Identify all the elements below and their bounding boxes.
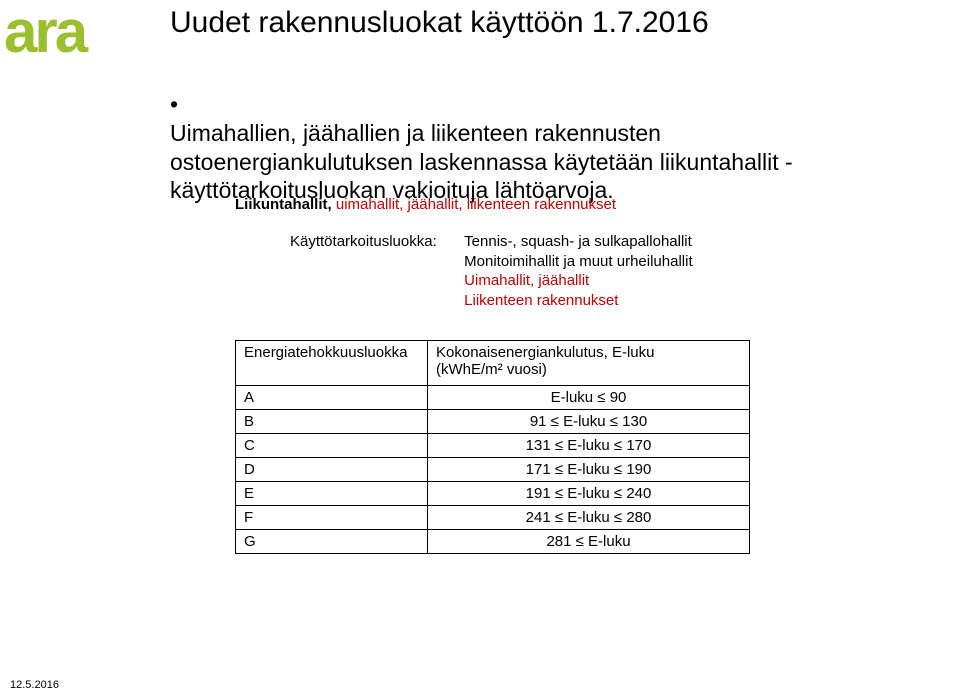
table-row: A E-luku ≤ 90 [236, 386, 750, 410]
usage-line-0: Tennis-, squash- ja sulkapallohallit [464, 232, 692, 252]
energy-table-wrap: Energiatehokkuusluokka Kokonaisenergiank… [235, 340, 750, 554]
cell-class-E: E [236, 482, 428, 506]
cell-range-A: E-luku ≤ 90 [428, 386, 750, 410]
usage-label: Käyttötarkoitusluokka: [290, 232, 460, 252]
header-col1: Energiatehokkuusluokka [236, 341, 428, 386]
cell-range-C: 131 ≤ E-luku ≤ 170 [428, 434, 750, 458]
cell-class-C: C [236, 434, 428, 458]
header-col2-line2: (kWhE/m² vuosi) [436, 361, 547, 378]
header-col2-line1: Kokonaisenergiankulutus, E-luku [436, 344, 654, 361]
cell-range-D: 171 ≤ E-luku ≤ 190 [428, 458, 750, 482]
usage-class-block: Käyttötarkoitusluokka: Tennis-, squash- … [290, 232, 693, 310]
table-row: G 281 ≤ E-luku [236, 530, 750, 554]
cell-class-A: A [236, 386, 428, 410]
cell-range-G: 281 ≤ E-luku [428, 530, 750, 554]
cell-class-D: D [236, 458, 428, 482]
usage-line-2: Uimahallit, jäähallit [464, 271, 589, 291]
cell-range-E: 191 ≤ E-luku ≤ 240 [428, 482, 750, 506]
usage-line-3: Liikenteen rakennukset [464, 291, 618, 311]
footer-date: 12.5.2016 [10, 679, 59, 691]
cell-class-B: B [236, 410, 428, 434]
table-row: D 171 ≤ E-luku ≤ 190 [236, 458, 750, 482]
cell-range-F: 241 ≤ E-luku ≤ 280 [428, 506, 750, 530]
table-row: E 191 ≤ E-luku ≤ 240 [236, 482, 750, 506]
cell-class-G: G [236, 530, 428, 554]
table-header-row: Energiatehokkuusluokka Kokonaisenergiank… [236, 341, 750, 386]
bullet-marker: • [170, 90, 178, 119]
table-row: F 241 ≤ E-luku ≤ 280 [236, 506, 750, 530]
page-title: Uudet rakennusluokat käyttöön 1.7.2016 [170, 6, 709, 40]
header-col2: Kokonaisenergiankulutus, E-luku (kWhE/m²… [428, 341, 750, 386]
table-row: B 91 ≤ E-luku ≤ 130 [236, 410, 750, 434]
cell-range-B: 91 ≤ E-luku ≤ 130 [428, 410, 750, 434]
energy-table: Energiatehokkuusluokka Kokonaisenergiank… [235, 340, 750, 554]
bullet-text: Uimahallien, jäähallien ja liikenteen ra… [170, 119, 910, 205]
ara-logo: ara [4, 8, 85, 56]
usage-line-1: Monitoimihallit ja muut urheiluhallit [464, 252, 692, 272]
table-row: C 131 ≤ E-luku ≤ 170 [236, 434, 750, 458]
cell-class-F: F [236, 506, 428, 530]
section-heading: Liikuntahallit, uimahallit, jäähallit, l… [235, 196, 616, 213]
section-heading-rest: uimahallit, jäähallit, liikenteen rakenn… [332, 196, 616, 213]
section-heading-bold: Liikuntahallit, [235, 196, 332, 213]
intro-bullet: • Uimahallien, jäähallien ja liikenteen … [170, 90, 930, 205]
